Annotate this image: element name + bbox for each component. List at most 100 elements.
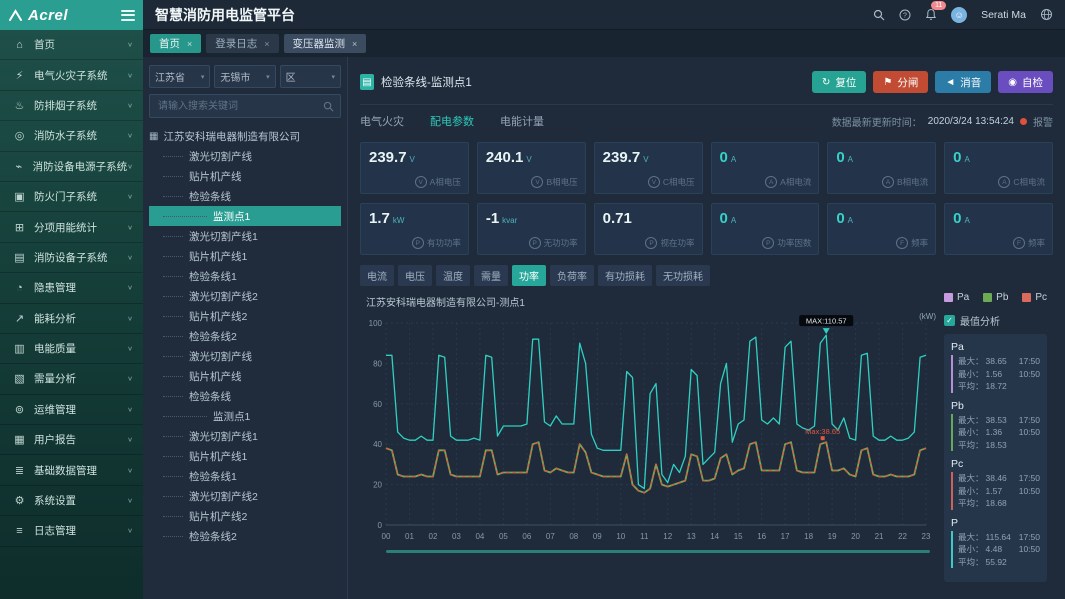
chart-tab-需量[interactable]: 需量 [474,265,508,286]
tree-node[interactable]: ▦ 江苏安科瑞电器制造有限公司 [149,126,341,146]
chart-tab-电压[interactable]: 电压 [398,265,432,286]
tab-配电参数[interactable]: 配电参数 [430,116,474,128]
tree-node[interactable]: 激光切割产线 [149,146,341,166]
notification-badge: 11 [931,1,947,10]
tree-node[interactable]: 激光切割产线 [149,346,341,366]
chart-tabs: 电流 电压 温度 需量 功率 负荷率 有功损耗 无功损耗 [360,265,1053,286]
sidebar-item-system-settings[interactable]: ⚙ 系统设置 ∨ [0,486,143,517]
district-select[interactable]: 区 ▾ [279,65,341,88]
tree-node[interactable]: 激光切割产线1 [149,226,341,246]
tree-node-label: 检验条线 [189,190,231,203]
extreme-analysis-toggle[interactable]: ✓ 最值分析 [944,313,1047,328]
sidebar-item-fire-equipment-subsystem[interactable]: ▤ 消防设备子系统 ∨ [0,243,143,274]
stat-series-name: P [951,516,959,529]
stat-label: 平均： [958,498,984,508]
chart-tab-功率[interactable]: 功率 [512,265,546,286]
sidebar-item-user-report[interactable]: ▦ 用户报告 ∨ [0,425,143,456]
sidebar-item-demand-analysis[interactable]: ▧ 需量分析 ∨ [0,364,143,395]
city-select[interactable]: 无锡市 ▾ [214,65,276,88]
tree-node[interactable]: 检验条线 [149,386,341,406]
open-switch-button[interactable]: ⚑ 分闸 [873,71,929,93]
tree-node[interactable]: 监测点1 [149,206,341,226]
reset-button[interactable]: ↻ 复位 [812,71,867,93]
tree-node[interactable]: 激光切割产线1 [149,426,341,446]
province-select[interactable]: 江苏省 ▾ [149,65,211,88]
close-icon[interactable]: × [264,38,270,49]
tab-login-log[interactable]: 登录日志 × [206,34,279,53]
chart-tab-无功损耗[interactable]: 无功损耗 [656,265,710,286]
sidebar-item-power-quality[interactable]: ▥ 电能质量 ∨ [0,334,143,365]
tree-node[interactable]: 贴片机产线 [149,366,341,386]
svg-text:01: 01 [405,532,414,541]
chart-tab-电流[interactable]: 电流 [360,265,394,286]
tree-node[interactable]: 检验条线 [149,186,341,206]
tree-node[interactable]: 检验条线2 [149,526,341,546]
sidebar-item-hazard-management[interactable]: ◔ 隐患管理 ∨ [0,273,143,304]
tab-电气火灾[interactable]: 电气火灾 [360,116,404,128]
legend-item-Pb[interactable]: Pb [983,292,1008,303]
legend-item-Pc[interactable]: Pc [1022,292,1047,303]
sidebar-item-smoke-control-subsystem[interactable]: ♨ 防排烟子系统 ∨ [0,91,143,122]
tree-node-label: 贴片机产线 [189,370,242,383]
metric-unit: A [964,155,970,164]
tree-node[interactable]: 监测点1 [149,406,341,426]
button-label: 分闸 [897,76,919,89]
sidebar-item-fire-door-subsystem[interactable]: ▣ 防火门子系统 ∨ [0,182,143,213]
tree-node[interactable]: 检验条线1 [149,266,341,286]
sidebar-item-energy-analysis[interactable]: ↗ 能耗分析 ∨ [0,304,143,334]
search-icon[interactable] [323,101,334,112]
tree-connector [163,435,183,437]
tree-node[interactable]: 激光切割产线2 [149,486,341,506]
tree-node[interactable]: 贴片机产线2 [149,506,341,526]
menu-toggle-icon[interactable] [121,9,135,21]
tree-node[interactable]: 检验条线2 [149,326,341,346]
tab-电能计量[interactable]: 电能计量 [500,116,544,128]
chart-tab-温度[interactable]: 温度 [436,265,470,286]
sidebar-item-fire-water-subsystem[interactable]: ◎ 消防水子系统 ∨ [0,121,143,152]
chart-tab-负荷率[interactable]: 负荷率 [550,265,594,286]
help-icon[interactable]: ? [899,9,911,21]
sidebar-item-log-management[interactable]: ≡ 日志管理 ∨ [0,516,143,547]
notification-bell-icon[interactable]: 11 [925,1,947,21]
legend-item-Pa[interactable]: Pa [944,292,969,303]
chart-zoom-slider[interactable] [386,550,930,553]
svg-text:06: 06 [522,532,531,541]
tree-node[interactable]: 贴片机产线 [149,166,341,186]
sidebar-item-electrical-fire-subsystem[interactable]: ⚡ 电气火灾子系统 ∨ [0,60,143,91]
chart-tab-有功损耗[interactable]: 有功损耗 [598,265,652,286]
legend-swatch [944,293,953,302]
self-check-button[interactable]: ◉ 自检 [998,71,1053,93]
demand-analysis-icon: ▧ [14,373,25,386]
button-label: 自检 [1022,76,1043,89]
tab-transformer-monitor[interactable]: 变压器监测 × [283,34,367,53]
sidebar-item-energy-usage-stats[interactable]: ⊞ 分项用能统计 ∨ [0,212,143,243]
search-input[interactable] [156,99,323,113]
sidebar-item-home[interactable]: ⌂ 首页 ∨ [0,30,143,61]
avatar[interactable]: ☺ [951,6,968,23]
tree-connector [163,195,183,197]
data-update-status: 数据最新更新时间： 2020/3/24 13:54:24 报警 [832,114,1053,129]
sidebar-item-fire-power-supply-subsystem[interactable]: ⌁ 消防设备电源子系统 ∨ [0,152,143,182]
language-globe-icon[interactable] [1040,8,1053,21]
sidebar-item-base-data-management[interactable]: ≣ 基础数据管理 ∨ [0,455,143,486]
metric-label: P 无功功率 [528,237,578,249]
stat-block-P: P 最大： 115.64 17:50 最小： 4.48 10:50 平均： 55.92 [951,516,1040,568]
sidebar-item-label: 用户报告 [34,434,76,447]
close-icon[interactable]: × [352,38,358,49]
tree-node[interactable]: 激光切割产线2 [149,286,341,306]
log-management-icon: ≡ [16,524,23,537]
tree-node[interactable]: 贴片机产线1 [149,246,341,266]
close-icon[interactable]: × [187,38,193,49]
sidebar-item-om-management[interactable]: ⊚ 运维管理 ∨ [0,395,143,426]
stat-value: 38.65 [985,356,1007,366]
logo-bar: Acrel [0,0,143,30]
search-icon[interactable] [873,9,885,21]
username[interactable]: Serati Ma [981,8,1026,21]
detail-tabs-row: 电气火灾 配电参数 电能计量 数据最新更新时间： 2020/3/24 13:54:2… [360,108,1053,134]
mute-button[interactable]: ◄ 消音 [935,71,992,93]
tab-home[interactable]: 首页 × [150,34,202,53]
tree-node[interactable]: 贴片机产线1 [149,446,341,466]
tree-node[interactable]: 检验条线1 [149,466,341,486]
tree-node[interactable]: 贴片机产线2 [149,306,341,326]
stat-row: 最大： 38.46 17:50 [958,472,1040,485]
